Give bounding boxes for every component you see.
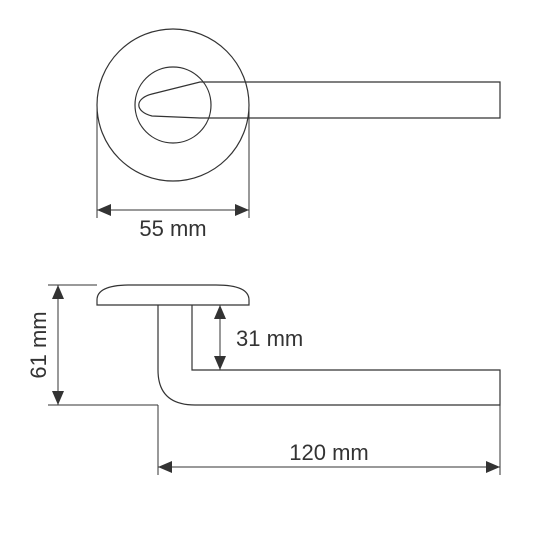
dim-rose-55: 55 mm bbox=[97, 105, 249, 241]
drop-31-label: 31 mm bbox=[236, 326, 303, 351]
rose-cap-side bbox=[97, 285, 249, 305]
lever-120-label: 120 mm bbox=[289, 440, 368, 465]
rose-dia-label: 55 mm bbox=[139, 216, 206, 241]
dim-drop-31: 31 mm bbox=[192, 305, 303, 370]
top-view bbox=[97, 29, 500, 181]
rose-outer-circle bbox=[97, 29, 249, 181]
dim-height-61: 61 mm bbox=[26, 285, 158, 405]
lever-top bbox=[139, 82, 500, 118]
rose-inner-circle bbox=[135, 67, 211, 143]
dim-lever-120: 120 mm bbox=[158, 405, 500, 475]
neck-and-lever bbox=[158, 305, 500, 405]
handle-drawing: 55 mm 61 mm 31 mm bbox=[0, 0, 551, 551]
height-61-label: 61 mm bbox=[26, 311, 51, 378]
